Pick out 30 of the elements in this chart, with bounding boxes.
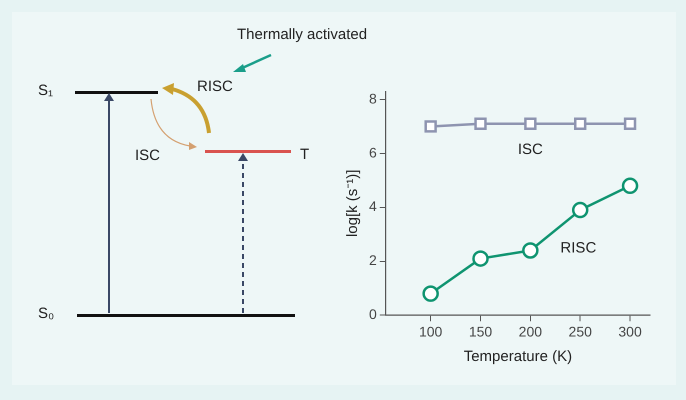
text: S₀ [38,305,54,322]
y-tick-label: 8 [368,90,377,106]
point [572,202,588,218]
point [524,118,537,130]
series-label: RISC [560,240,596,257]
y-tick-label: 0 [368,306,377,322]
x-axis-title: Temperature (K) [464,348,572,366]
text: ISC [135,147,160,164]
point [622,178,638,194]
y-tick-label: 4 [368,198,377,214]
point [472,250,489,267]
x-tick-label: 200 [518,323,542,340]
y-tick-label: 6 [368,144,377,160]
point [424,120,437,133]
y-tick-label: 2 [368,252,377,268]
text: Thermally activated [237,26,368,43]
point [624,118,636,130]
point [522,242,539,259]
text: T [300,146,310,163]
point [574,118,586,130]
series-label: ISC [518,140,544,158]
y-axis-title: log[k (s⁻¹)] [344,170,362,238]
point [422,285,439,302]
x-tick-label: 250 [568,323,592,340]
text: RISC [197,78,233,95]
x-tick-label: 300 [618,323,642,340]
point [474,118,487,130]
x-tick-label: 100 [418,323,443,340]
text: S₁ [38,82,54,99]
x-tick-label: 150 [468,323,492,340]
